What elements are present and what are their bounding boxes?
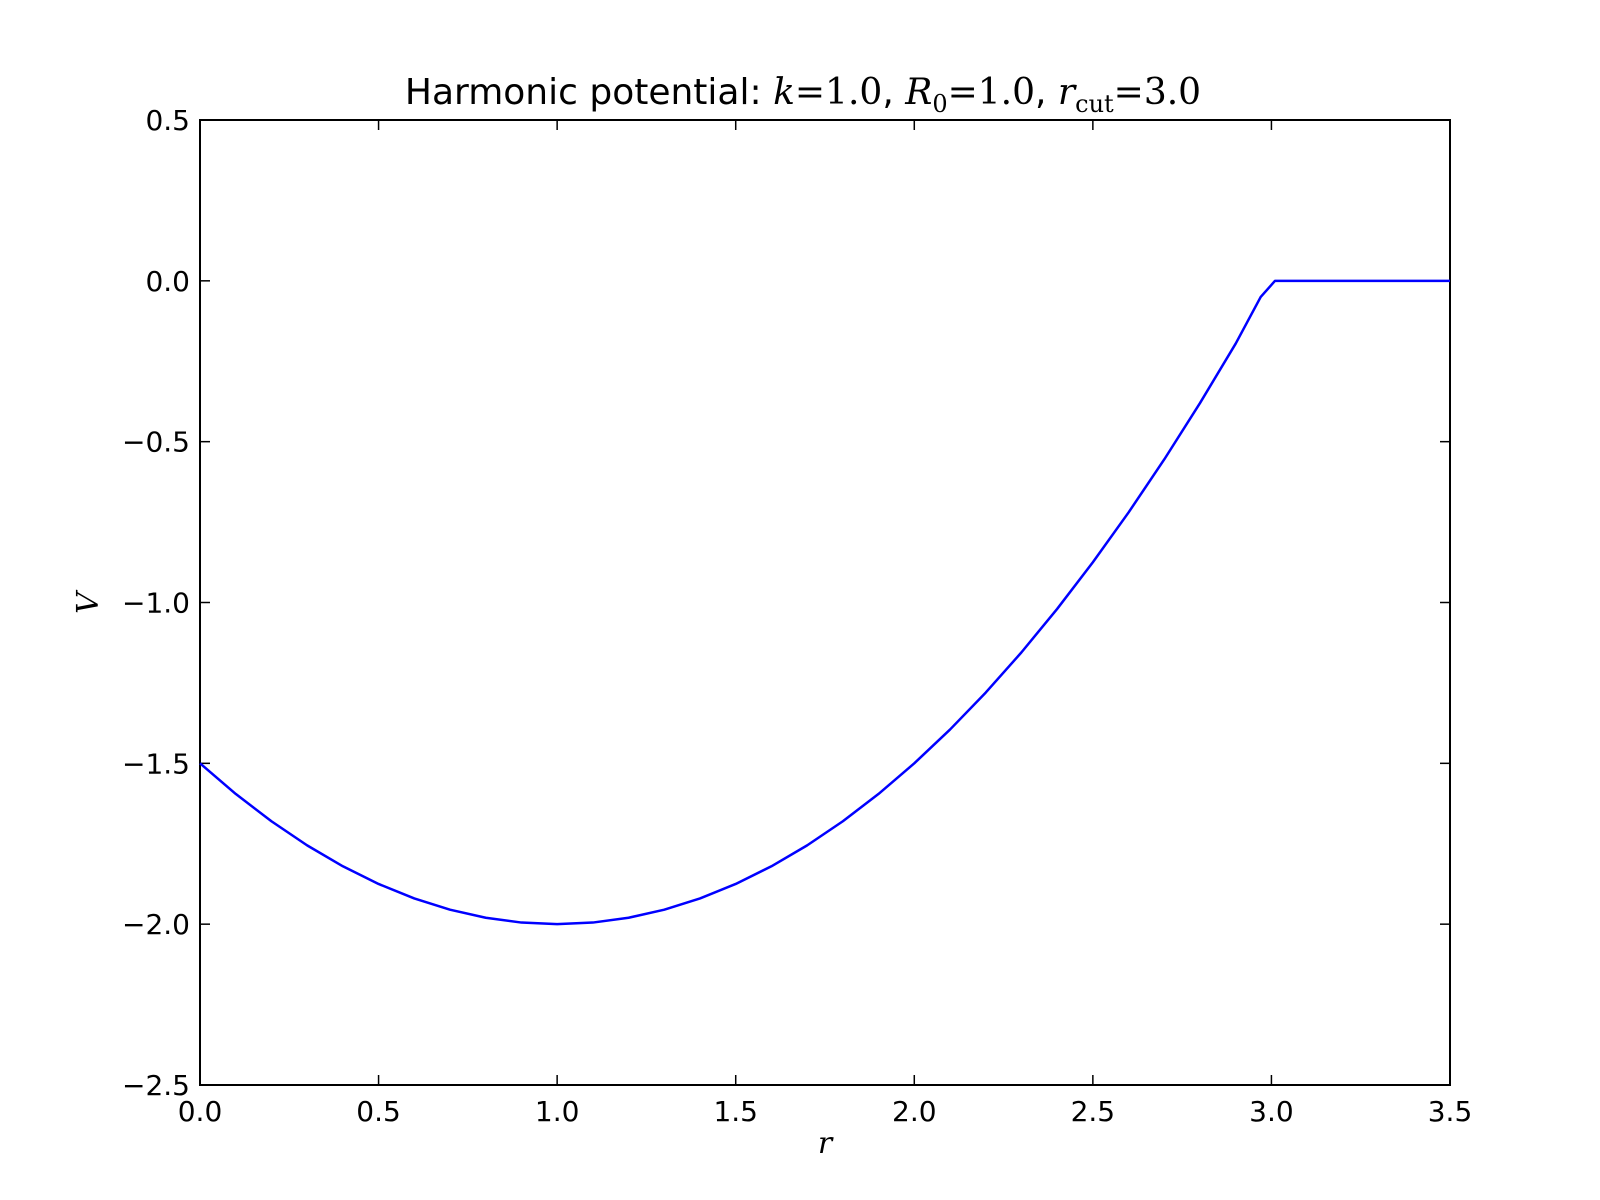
x-tick-label: 1.0 [535,1095,580,1128]
y-tick-label: 0.5 [145,104,190,137]
series-line [199,279,1450,926]
title-r0-value: =1.0 [948,72,1035,113]
series-group [199,279,1450,926]
plot-frame [199,119,1451,1086]
y-axis-label: V [71,589,106,614]
title-r0-subscript: 0 [932,90,947,118]
title-r0-symbol: R [904,72,932,113]
y-tick-label: −1.0 [122,587,190,620]
plot-area: 0.0 0.5 1.0 1.5 2.0 2.5 3.0 3.5 0.5 0.0 −0.5 −1.0 −1… [122,104,1472,1128]
title-separator-2: , [1035,72,1058,113]
x-tick-label: 2.0 [892,1095,937,1128]
title-k-symbol: k [773,72,795,113]
y-tick-label: −0.5 [122,426,190,459]
y-tick-label: −2.0 [122,908,190,941]
x-tick-label: 2.5 [1071,1095,1116,1128]
y-tick-label: 0.0 [145,265,190,298]
chart-title: Harmonic potential: k=1.0, R0=1.0, rcut=… [405,72,1201,118]
x-tick-label: 1.5 [713,1095,758,1128]
title-separator-1: , [882,72,905,113]
x-tick-label: 0.0 [178,1095,223,1128]
title-k-value: =1.0 [795,72,882,113]
x-axis-label: r [818,1126,834,1161]
tick-labels: 0.0 0.5 1.0 1.5 2.0 2.5 3.0 3.5 0.5 0.0 −0.5 −1.0 −1… [122,104,1472,1128]
y-tick-label: −1.5 [122,747,190,780]
x-tick-label: 3.0 [1249,1095,1294,1128]
title-rcut-value: =3.0 [1114,72,1201,113]
title-prefix: Harmonic potential: [405,72,773,113]
title-rcut-subscript: cut [1075,90,1114,118]
title-rcut-symbol: r [1058,72,1077,113]
x-tick-label: 0.5 [356,1095,401,1128]
x-tick-label: 3.5 [1428,1095,1473,1128]
ticks [199,119,1451,1086]
y-tick-label: −2.5 [122,1069,190,1102]
